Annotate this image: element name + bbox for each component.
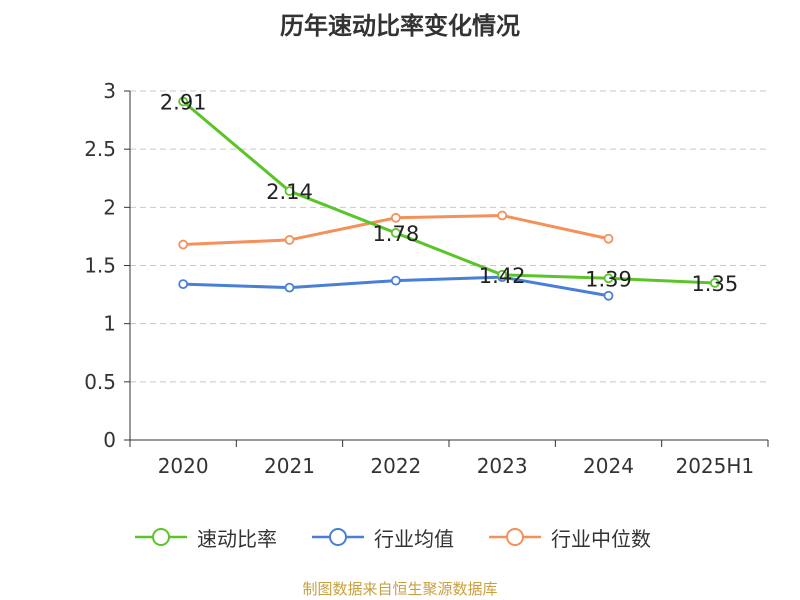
data-point	[284, 235, 295, 245]
y-tick-label: 1	[103, 312, 116, 336]
legend-label: 行业中位数	[551, 526, 651, 551]
data-point	[603, 273, 614, 284]
legend-item-industry-mean[interactable]: 行业均值	[310, 520, 454, 554]
legend-item-quick-ratio[interactable]: 速动比率	[133, 520, 277, 554]
x-tick-label: 2025H1	[675, 454, 754, 478]
data-label: 1.35	[691, 272, 738, 296]
series-layer	[178, 96, 720, 301]
data-label: 2.14	[266, 180, 313, 204]
data-point	[603, 233, 614, 244]
legend-marker-icon	[312, 528, 364, 546]
series-line	[182, 100, 715, 285]
data-point	[603, 290, 614, 301]
data-point	[390, 228, 401, 238]
data-point	[284, 282, 295, 293]
data-label: 2.91	[160, 90, 207, 114]
legend-marker-icon	[489, 528, 541, 546]
data-label: 1.78	[372, 222, 419, 246]
legend-marker-icon	[135, 528, 187, 546]
x-tick-label: 2023	[477, 454, 528, 478]
label-layer: 2.91 2.14 1.78 1.42 1.39 1.35	[160, 90, 738, 295]
y-tick-label: 1.5	[84, 254, 116, 278]
x-tick-label: 2020	[158, 454, 209, 478]
y-tick-label: 2.5	[84, 137, 116, 161]
legend-item-industry-median[interactable]: 行业中位数	[487, 520, 651, 554]
data-label: 1.42	[479, 264, 526, 288]
data-point	[390, 275, 401, 286]
y-tick-label: 2	[103, 195, 116, 219]
legend: 速动比率 行业均值 行业中位数	[0, 520, 800, 554]
data-label: 1.39	[585, 267, 632, 291]
chart-title: 历年速动比率变化情况	[280, 12, 520, 40]
axis-layer: 0 0.5 1 1.5 2 2.5 3 2020 2021 2022 2023 2024 2025H1	[84, 79, 769, 478]
x-tick-label: 2024	[583, 454, 634, 478]
legend-label: 速动比率	[197, 526, 277, 551]
data-point	[178, 96, 189, 107]
y-tick-label: 0.5	[84, 370, 116, 394]
x-tick-label: 2021	[264, 454, 315, 478]
data-point	[497, 210, 508, 221]
data-point	[178, 239, 189, 250]
data-point	[178, 279, 189, 290]
data-point	[497, 269, 508, 280]
data-point	[390, 212, 401, 223]
x-tick-label: 2022	[370, 454, 421, 478]
source-note: 制图数据来自恒生聚源数据库	[302, 580, 498, 598]
data-point	[709, 278, 720, 288]
y-tick-label: 3	[103, 79, 116, 103]
legend-label: 行业均值	[374, 526, 454, 551]
grid-layer	[130, 90, 768, 383]
data-point	[284, 186, 295, 196]
y-tick-label: 0	[103, 428, 116, 452]
